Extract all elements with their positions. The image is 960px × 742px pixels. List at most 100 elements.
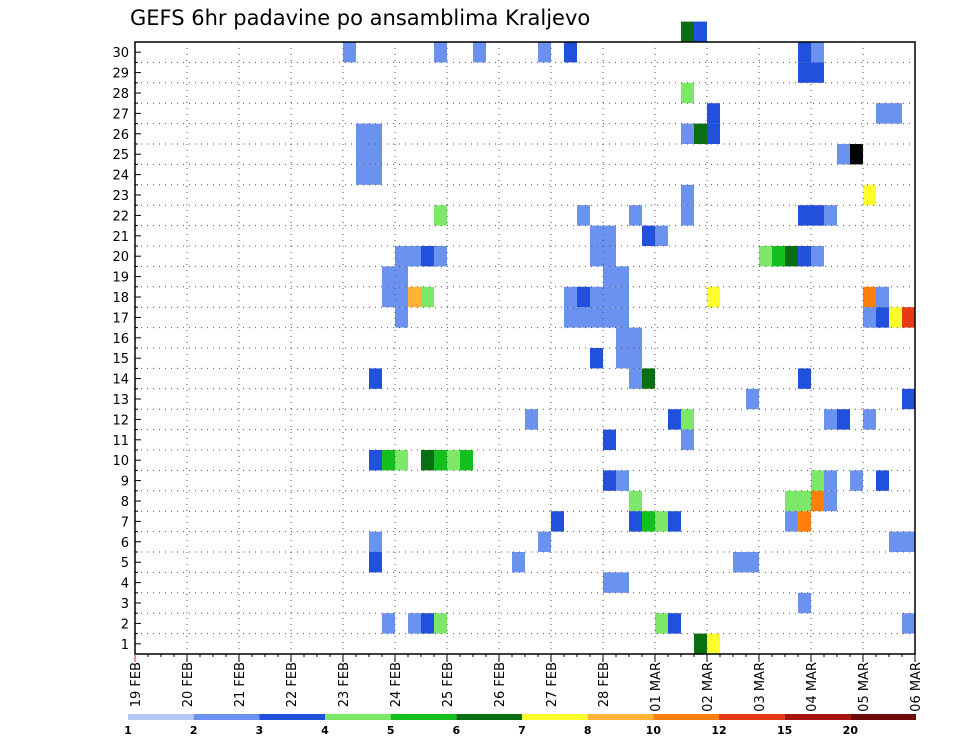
heatmap-cell: [629, 205, 642, 226]
heatmap-cell: [902, 388, 915, 410]
x-tick-label: 27 FEB: [545, 662, 560, 707]
x-tick-label: 03 MAR: [753, 662, 768, 712]
legend-label: 12: [711, 724, 726, 737]
heatmap-cell: [694, 633, 707, 654]
heatmap-cell: [382, 613, 395, 634]
legend-swatch: [259, 714, 325, 720]
legend-label: 2: [190, 724, 198, 737]
heatmap-cell: [824, 409, 837, 430]
legend-label: 5: [387, 724, 395, 737]
heatmap-cell: [421, 613, 434, 634]
x-tick-label: 20 FEB: [181, 662, 196, 707]
legend-swatch: [193, 714, 260, 720]
heatmap-cell: [824, 490, 837, 512]
heatmap-cell: [408, 286, 421, 308]
legend-label: 8: [584, 724, 592, 737]
x-tick-label: 26 FEB: [493, 662, 508, 707]
heatmap-cell: [681, 429, 694, 450]
heatmap-cell: [798, 368, 811, 389]
chart-title: GEFS 6hr padavine po ansamblima Kraljevo: [130, 6, 591, 30]
x-tick-label: 25 FEB: [441, 662, 456, 707]
heatmap-cell: [460, 450, 473, 471]
heatmap-cell: [369, 450, 382, 471]
heatmap-cell: [603, 429, 616, 450]
heatmap-cell: [798, 205, 824, 226]
legend-swatch: [456, 714, 522, 720]
heatmap-cell: [473, 42, 486, 63]
y-tick-label: 20: [112, 250, 129, 265]
heatmap-cell: [382, 286, 408, 308]
x-tick-label: 23 FEB: [337, 662, 352, 707]
heatmap-cell: [681, 409, 694, 430]
heatmap-cell: [785, 246, 798, 267]
heatmap-cell: [668, 613, 681, 634]
x-tick-label: 01 MAR: [649, 662, 664, 712]
legend-label: 3: [256, 724, 264, 737]
heatmap-cell: [681, 21, 694, 42]
y-tick-label: 15: [112, 352, 129, 367]
y-tick-label: 10: [112, 454, 129, 469]
heatmap-cell: [798, 42, 811, 63]
y-tick-label: 9: [121, 475, 129, 490]
heatmap-cell: [850, 144, 863, 165]
heatmap-cell: [746, 388, 759, 410]
heatmap-cell: [421, 246, 434, 267]
heatmap-cell: [616, 327, 642, 348]
heatmap-cell: [668, 409, 681, 430]
heatmap-cell: [876, 307, 889, 328]
heatmap-cell: [369, 531, 382, 552]
heatmap-cell: [876, 103, 902, 124]
heatmap-cell: [382, 450, 395, 471]
heatmap-cell: [356, 123, 382, 144]
heatmap-cell: [356, 144, 382, 165]
heatmap-cell: [564, 307, 629, 328]
heatmap-cell: [616, 470, 629, 491]
heatmap-cell: [421, 450, 434, 471]
heatmap-cell: [434, 42, 447, 63]
y-tick-label: 12: [112, 413, 129, 428]
legend-swatch: [784, 714, 851, 720]
y-tick-label: 24: [112, 169, 129, 184]
heatmap-cell: [811, 42, 824, 63]
legend-label: 6: [453, 724, 461, 737]
legend-label: 15: [777, 724, 792, 737]
heatmap-cell: [681, 205, 694, 226]
legend-swatch: [128, 714, 194, 720]
heatmap-cell: [395, 307, 408, 328]
y-tick-label: 17: [112, 311, 129, 326]
heatmap-cell: [837, 144, 850, 165]
heatmap-cell: [343, 42, 356, 63]
y-tick-label: 16: [112, 332, 129, 347]
y-tick-label: 23: [112, 189, 129, 204]
heatmap-cell: [798, 592, 811, 614]
heatmap-cell: [512, 552, 525, 573]
heatmap-cell: [616, 348, 642, 369]
y-tick-label: 29: [112, 67, 129, 82]
heatmap-cell: [538, 42, 551, 63]
heatmap-cell: [837, 409, 850, 430]
heatmap-cell: [707, 633, 720, 654]
heatmap-cell: [863, 409, 876, 430]
heatmap-cell: [902, 307, 915, 328]
y-tick-label: 3: [121, 597, 129, 612]
heatmap-cell: [798, 246, 811, 267]
y-tick-label: 21: [112, 230, 129, 245]
y-tick-label: 30: [112, 46, 129, 61]
heatmap-cell: [681, 123, 694, 144]
heatmap-cell: [889, 307, 902, 328]
y-tick-label: 26: [112, 128, 129, 143]
heatmap-cell: [629, 368, 642, 389]
y-tick-label: 4: [121, 577, 129, 592]
heatmap-cell: [603, 470, 616, 491]
y-tick-label: 1: [121, 638, 129, 653]
heatmap-cell: [811, 246, 824, 267]
y-tick-label: 27: [112, 107, 129, 122]
heatmap-cell: [733, 552, 759, 573]
y-tick-label: 25: [112, 148, 129, 163]
heatmap-cell: [876, 470, 889, 491]
legend-label: 1: [124, 724, 132, 737]
heatmap-cell: [577, 205, 590, 226]
heatmap-cell: [369, 552, 382, 573]
y-tick-label: 5: [121, 556, 129, 571]
heatmap-cell: [694, 123, 707, 144]
